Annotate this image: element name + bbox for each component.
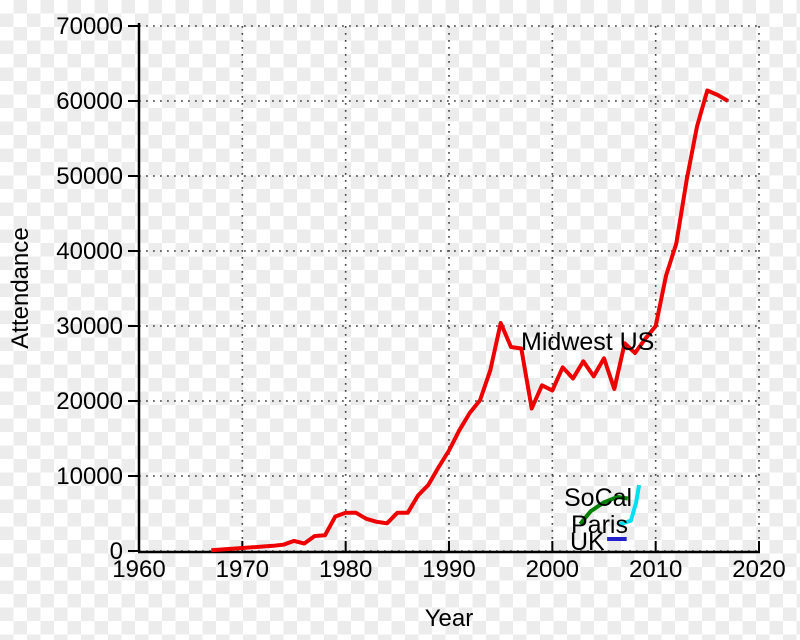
y-tick-label: 70000 [56,13,123,40]
x-tick-label: 2000 [526,556,579,583]
y-tick-label: 0 [110,538,123,565]
x-tick-label: 1960 [112,556,165,583]
y-tick-label: 50000 [56,163,123,190]
series-label-uk: UK [570,528,605,556]
x-tick-label: 1990 [422,556,475,583]
x-tick-label: 2010 [629,556,682,583]
y-tick-label: 40000 [56,238,123,265]
x-tick-label: 2020 [732,556,785,583]
y-tick-label: 30000 [56,313,123,340]
y-tick-label: 10000 [56,463,123,490]
x-axis-title: Year [424,605,474,632]
x-tick-label: 1980 [319,556,372,583]
series-line-midwest-us [211,88,730,553]
y-axis-title: Attendance [7,227,34,349]
y-tick-label: 60000 [56,88,123,115]
series-line-paris [617,484,642,527]
x-tick-label: 1970 [216,556,269,583]
series-label-paris: Paris [571,511,628,539]
series-label-midwest-us: Midwest US [521,328,655,356]
y-tick-label: 20000 [56,388,123,415]
series-line-socal [578,495,629,526]
series-label-socal: SoCal [564,484,633,512]
